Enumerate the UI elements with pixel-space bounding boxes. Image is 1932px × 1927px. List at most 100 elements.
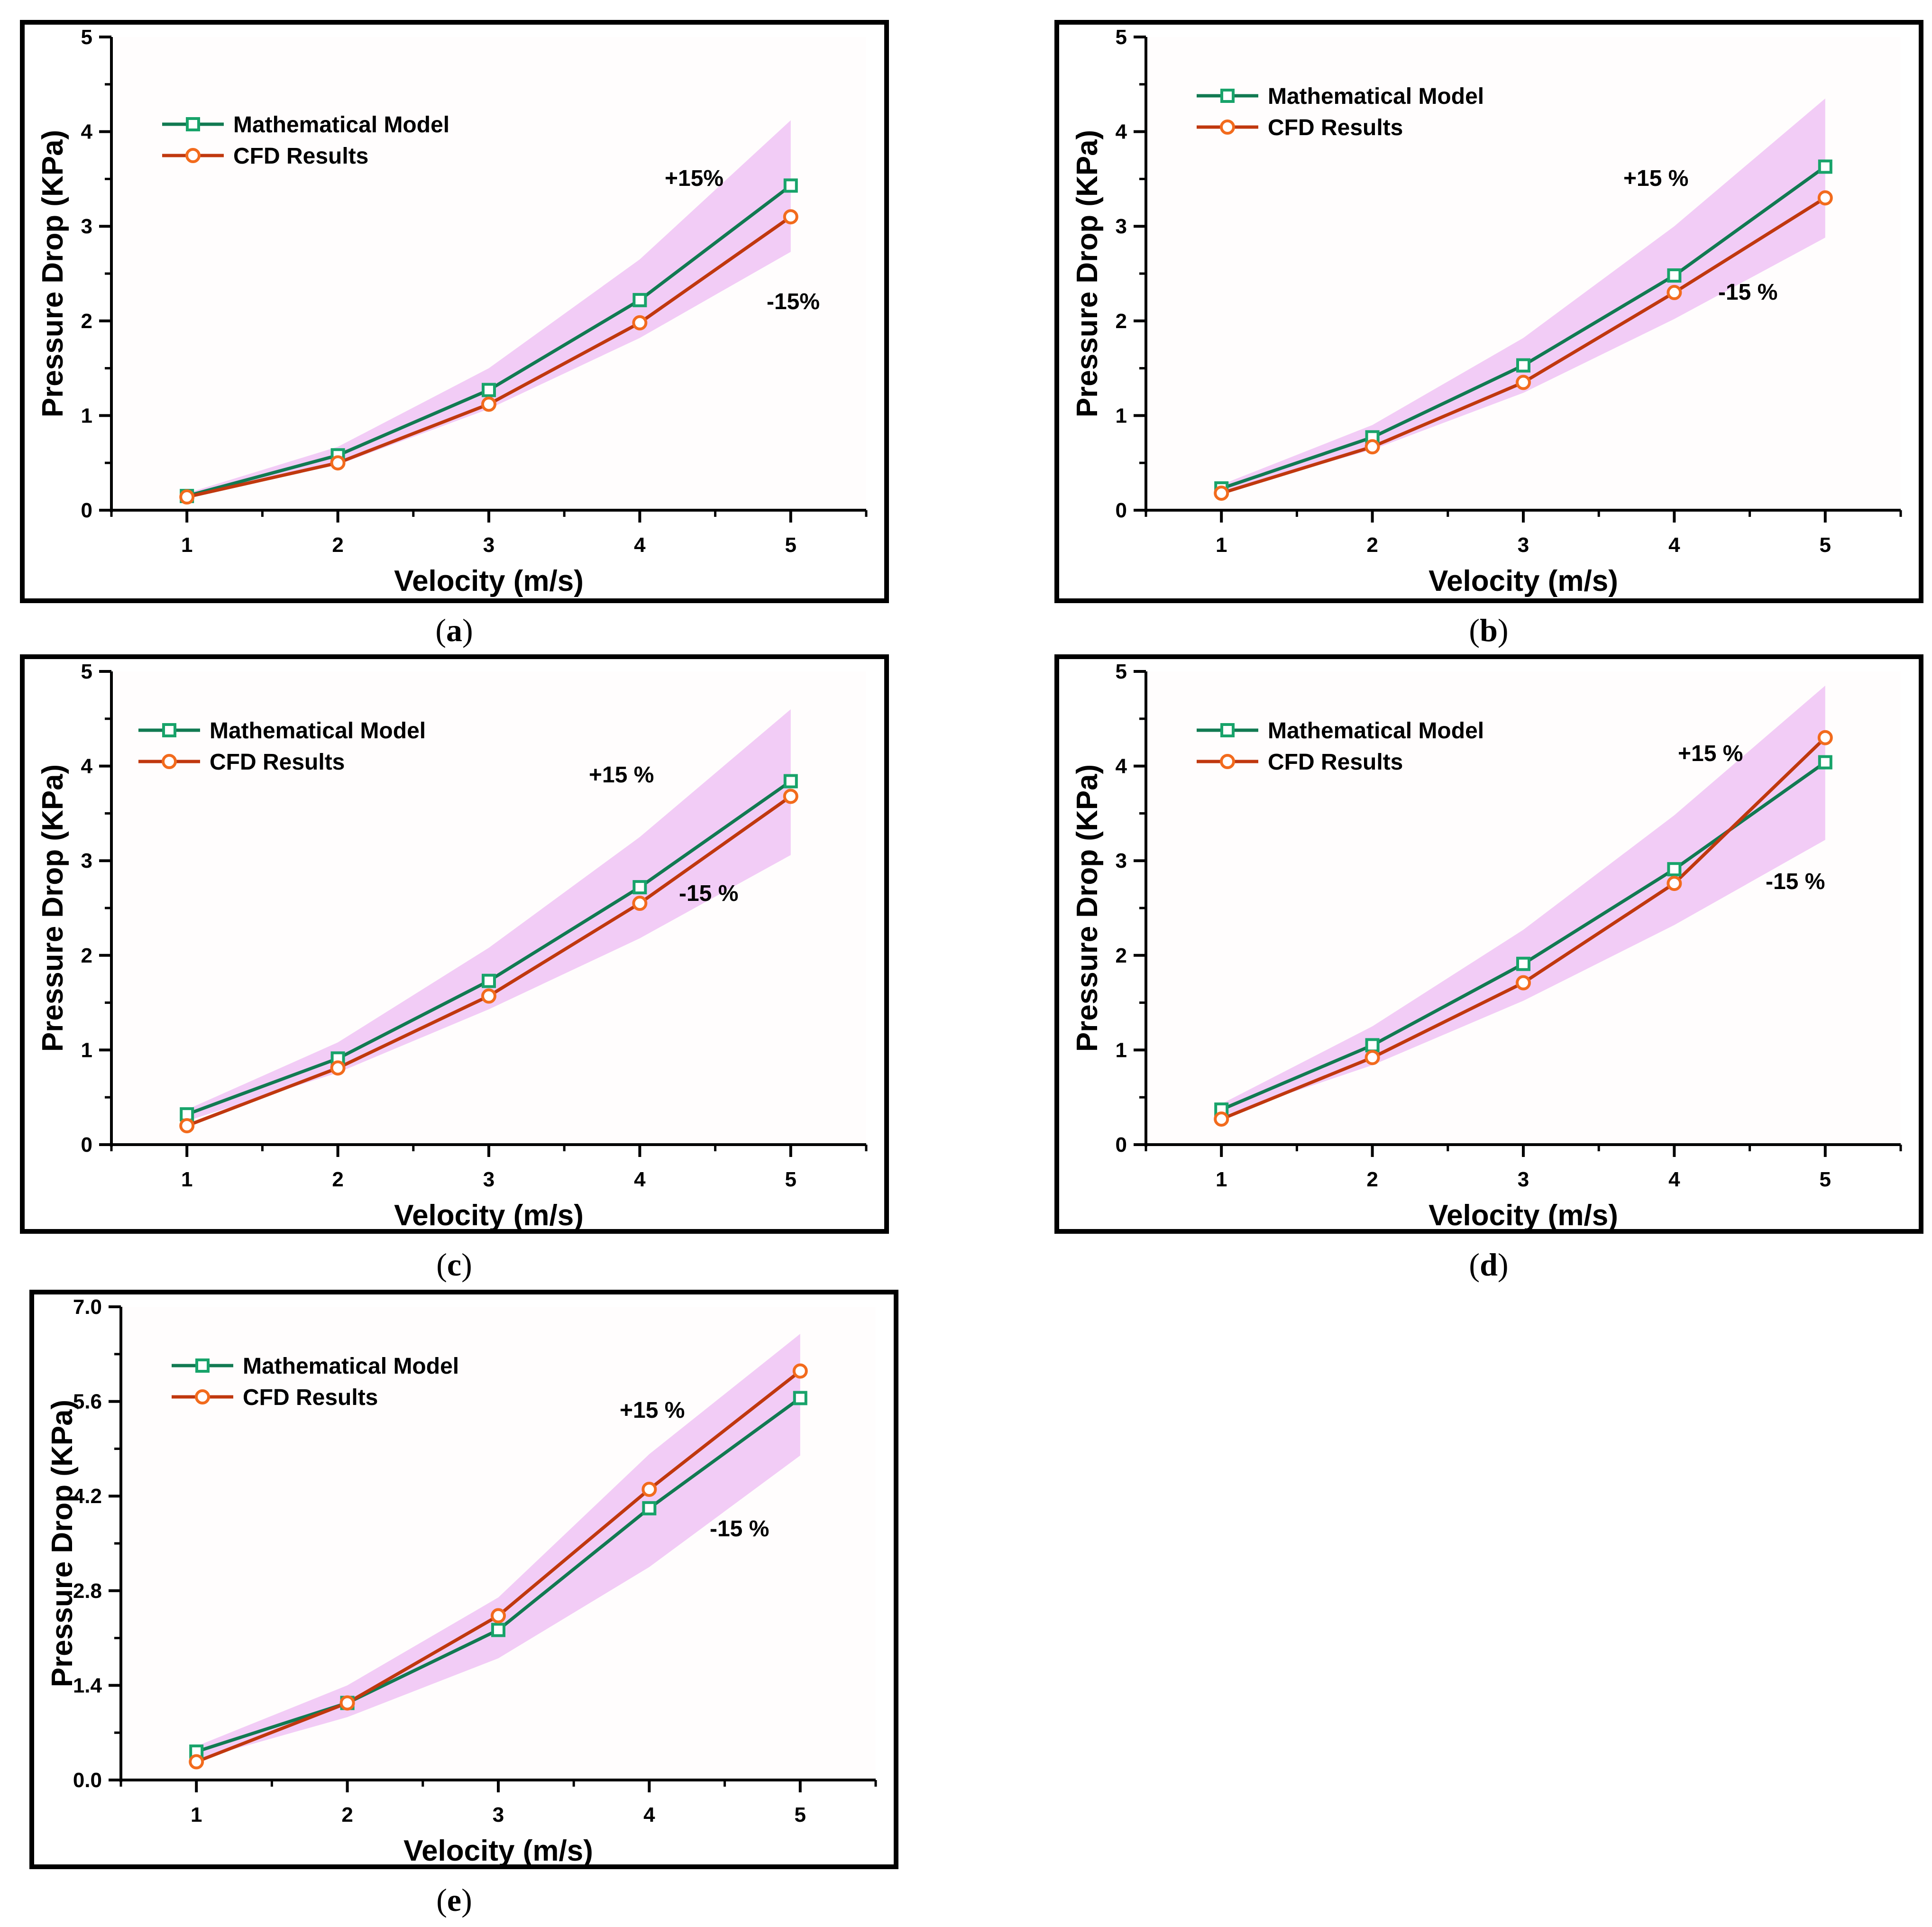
mathematical-model-point: [1516, 358, 1530, 373]
legend-marker: [1220, 754, 1235, 769]
mathematical-model-point: [1667, 862, 1682, 877]
cfd-results-point: [641, 1481, 657, 1497]
legend-marker: [186, 117, 200, 131]
y-tick-label: 1: [1116, 404, 1127, 427]
x-tick-label: 5: [795, 1803, 806, 1826]
x-tick-label: 5: [1820, 533, 1831, 557]
x-tick-label: 1: [1216, 1168, 1227, 1191]
cfd-results-point: [632, 315, 648, 330]
band-label-upper: +15%: [665, 166, 723, 191]
x-tick-label: 3: [1518, 533, 1529, 557]
y-tick-label: 2: [1116, 944, 1127, 967]
mathematical-model-point: [1818, 159, 1832, 174]
cfd-results-point: [481, 396, 496, 412]
y-tick-label: 5.6: [73, 1390, 102, 1413]
x-tick-label: 1: [1216, 533, 1227, 557]
tolerance-band: [1221, 98, 1825, 493]
x-tick-label: 2: [332, 1168, 343, 1191]
y-tick-label: 3: [81, 849, 92, 872]
band-label-lower: -15 %: [1718, 280, 1777, 305]
plot-area: 0 1 2 3 4 5 1 2 3 4 5 Velocity (m/s) Pressure Drop (…: [37, 26, 868, 597]
plot-area: 0.0 1.4 2.8 4.2 5.6 7.0 1 2 3 4 5 Velocity (m/s) Pre…: [46, 1295, 877, 1867]
x-tick-label: 5: [1820, 1168, 1831, 1191]
band-label-lower: -15%: [767, 289, 820, 314]
x-tick-label: 3: [483, 533, 494, 557]
tolerance-band: [1221, 685, 1825, 1117]
legend-label: Mathematical Model: [210, 718, 426, 743]
cfd-results-point: [783, 789, 798, 804]
band-label-upper: +15 %: [620, 1398, 685, 1423]
mathematical-model-point: [1516, 956, 1530, 971]
y-tick-label: 3: [1116, 849, 1127, 872]
y-tick-label: 7.0: [73, 1295, 102, 1319]
legend: Mathematical Model CFD Results: [1197, 718, 1484, 775]
x-tick-label: 3: [1518, 1168, 1529, 1191]
y-axis-title: Pressure Drop (KPa): [37, 130, 69, 417]
y-tick-label: 4.2: [73, 1485, 102, 1508]
mathematical-model-point: [1667, 268, 1682, 283]
mathematical-model-point: [632, 880, 647, 895]
x-tick-label: 5: [785, 533, 797, 557]
cfd-results-point: [189, 1754, 204, 1770]
mathematical-model-point: [793, 1391, 807, 1405]
legend-marker: [162, 754, 177, 769]
caption-a: (a): [435, 612, 473, 648]
mathematical-model-point: [491, 1623, 505, 1637]
cfd-results-point: [1666, 876, 1682, 891]
plot-background: [111, 671, 866, 1145]
x-axis-title: Velocity (m/s): [1428, 565, 1618, 597]
y-tick-label: 3: [1116, 215, 1127, 238]
cfd-results-point: [179, 1118, 195, 1134]
legend-label: CFD Results: [1268, 750, 1403, 775]
band-label-lower: -15 %: [710, 1516, 769, 1542]
band-label-upper: +15 %: [1623, 166, 1688, 191]
y-tick-label: 1: [1116, 1038, 1127, 1062]
legend: Mathematical Model CFD Results: [162, 112, 449, 169]
mathematical-model-point: [482, 383, 496, 397]
cfd-results-point: [481, 988, 496, 1004]
y-tick-label: 4: [1116, 755, 1127, 778]
legend-marker: [195, 1389, 210, 1404]
caption-c: (c): [436, 1247, 472, 1283]
y-tick-label: 0: [1116, 1133, 1127, 1156]
mathematical-model-point: [783, 178, 798, 193]
y-tick-label: 3: [81, 215, 92, 238]
x-tick-label: 1: [181, 1168, 192, 1191]
legend-marker: [1220, 723, 1235, 737]
mathematical-model-point: [180, 1107, 194, 1122]
legend-label: Mathematical Model: [1268, 84, 1484, 109]
cfd-results-point: [330, 1060, 346, 1076]
plot-area: 0 1 2 3 4 5 1 2 3 4 5 Velocity (m/s) Pressure Drop (…: [1071, 660, 1902, 1232]
legend: Mathematical Model CFD Results: [1197, 84, 1484, 140]
x-tick-label: 2: [1366, 533, 1378, 557]
cfd-results-point: [1817, 730, 1833, 745]
y-tick-label: 5: [1116, 660, 1127, 683]
cfd-results-point: [783, 209, 798, 225]
legend-marker: [185, 148, 201, 163]
band-label-lower: -15 %: [1766, 869, 1825, 894]
x-tick-label: 4: [1668, 533, 1680, 557]
plot-background: [1146, 37, 1901, 510]
tolerance-band: [187, 709, 791, 1121]
cfd-results-point: [1817, 190, 1833, 206]
x-tick-label: 1: [181, 533, 192, 557]
band-label-upper: +15 %: [1678, 741, 1743, 766]
plot-area: 0 1 2 3 4 5 1 2 3 4 5 Velocity (m/s) Pressure Drop (…: [37, 660, 868, 1232]
cfd-results-point: [1364, 1050, 1380, 1065]
legend-marker: [195, 1358, 210, 1373]
y-tick-label: 5: [81, 26, 92, 49]
x-axis-title: Velocity (m/s): [403, 1835, 593, 1867]
legend-label: Mathematical Model: [243, 1354, 459, 1379]
band-label-lower: -15 %: [679, 881, 738, 906]
legend-label: CFD Results: [1268, 115, 1403, 140]
legend-label: Mathematical Model: [233, 112, 449, 138]
x-tick-label: 4: [634, 533, 646, 557]
tolerance-band: [187, 120, 791, 498]
band-label-upper: +15 %: [589, 762, 654, 788]
plot-area: 0 1 2 3 4 5 1 2 3 4 5 Velocity (m/s) Pressure Drop (…: [1071, 26, 1902, 597]
mathematical-model-point: [642, 1501, 657, 1515]
mathematical-model-point: [632, 293, 647, 307]
